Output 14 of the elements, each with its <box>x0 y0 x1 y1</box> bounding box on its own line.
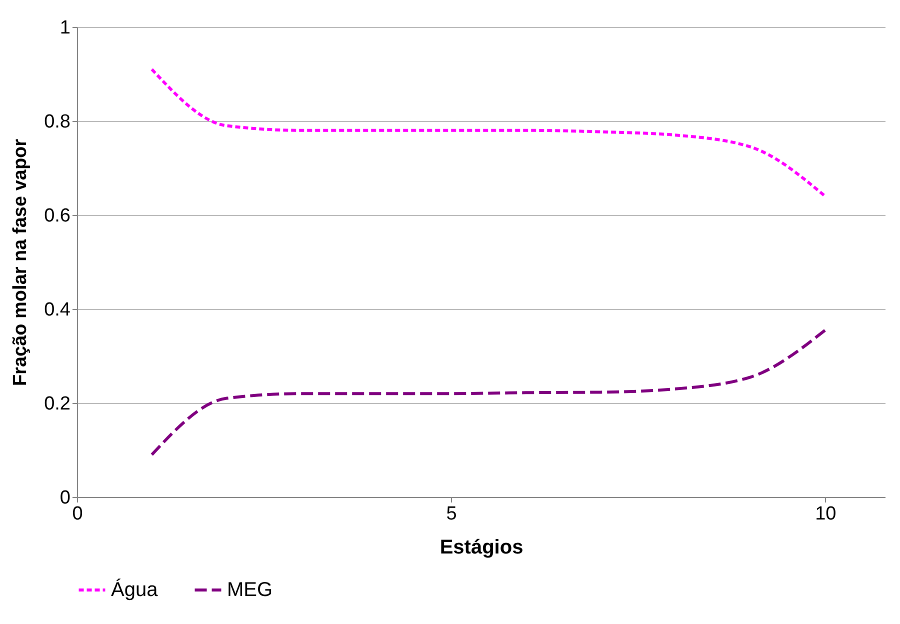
x-tick-label: 5 <box>446 504 457 524</box>
y-axis-title: Fração molar na fase vapor <box>10 138 32 386</box>
x-tick-label: 10 <box>815 504 836 524</box>
y-tick-label: 0.8 <box>44 112 70 132</box>
y-tick-label: 0.4 <box>44 300 71 320</box>
legend-label: MEG <box>227 579 273 601</box>
x-axis-title: Estágios <box>440 536 524 558</box>
y-tick-label: 1 <box>60 18 70 38</box>
y-tick-label: 0.6 <box>44 206 70 226</box>
line-series <box>150 68 827 198</box>
y-tick-label: 0 <box>60 488 70 508</box>
legend-label: Água <box>111 578 159 601</box>
line-series <box>150 328 827 456</box>
y-tick-label: 0.2 <box>44 394 70 414</box>
